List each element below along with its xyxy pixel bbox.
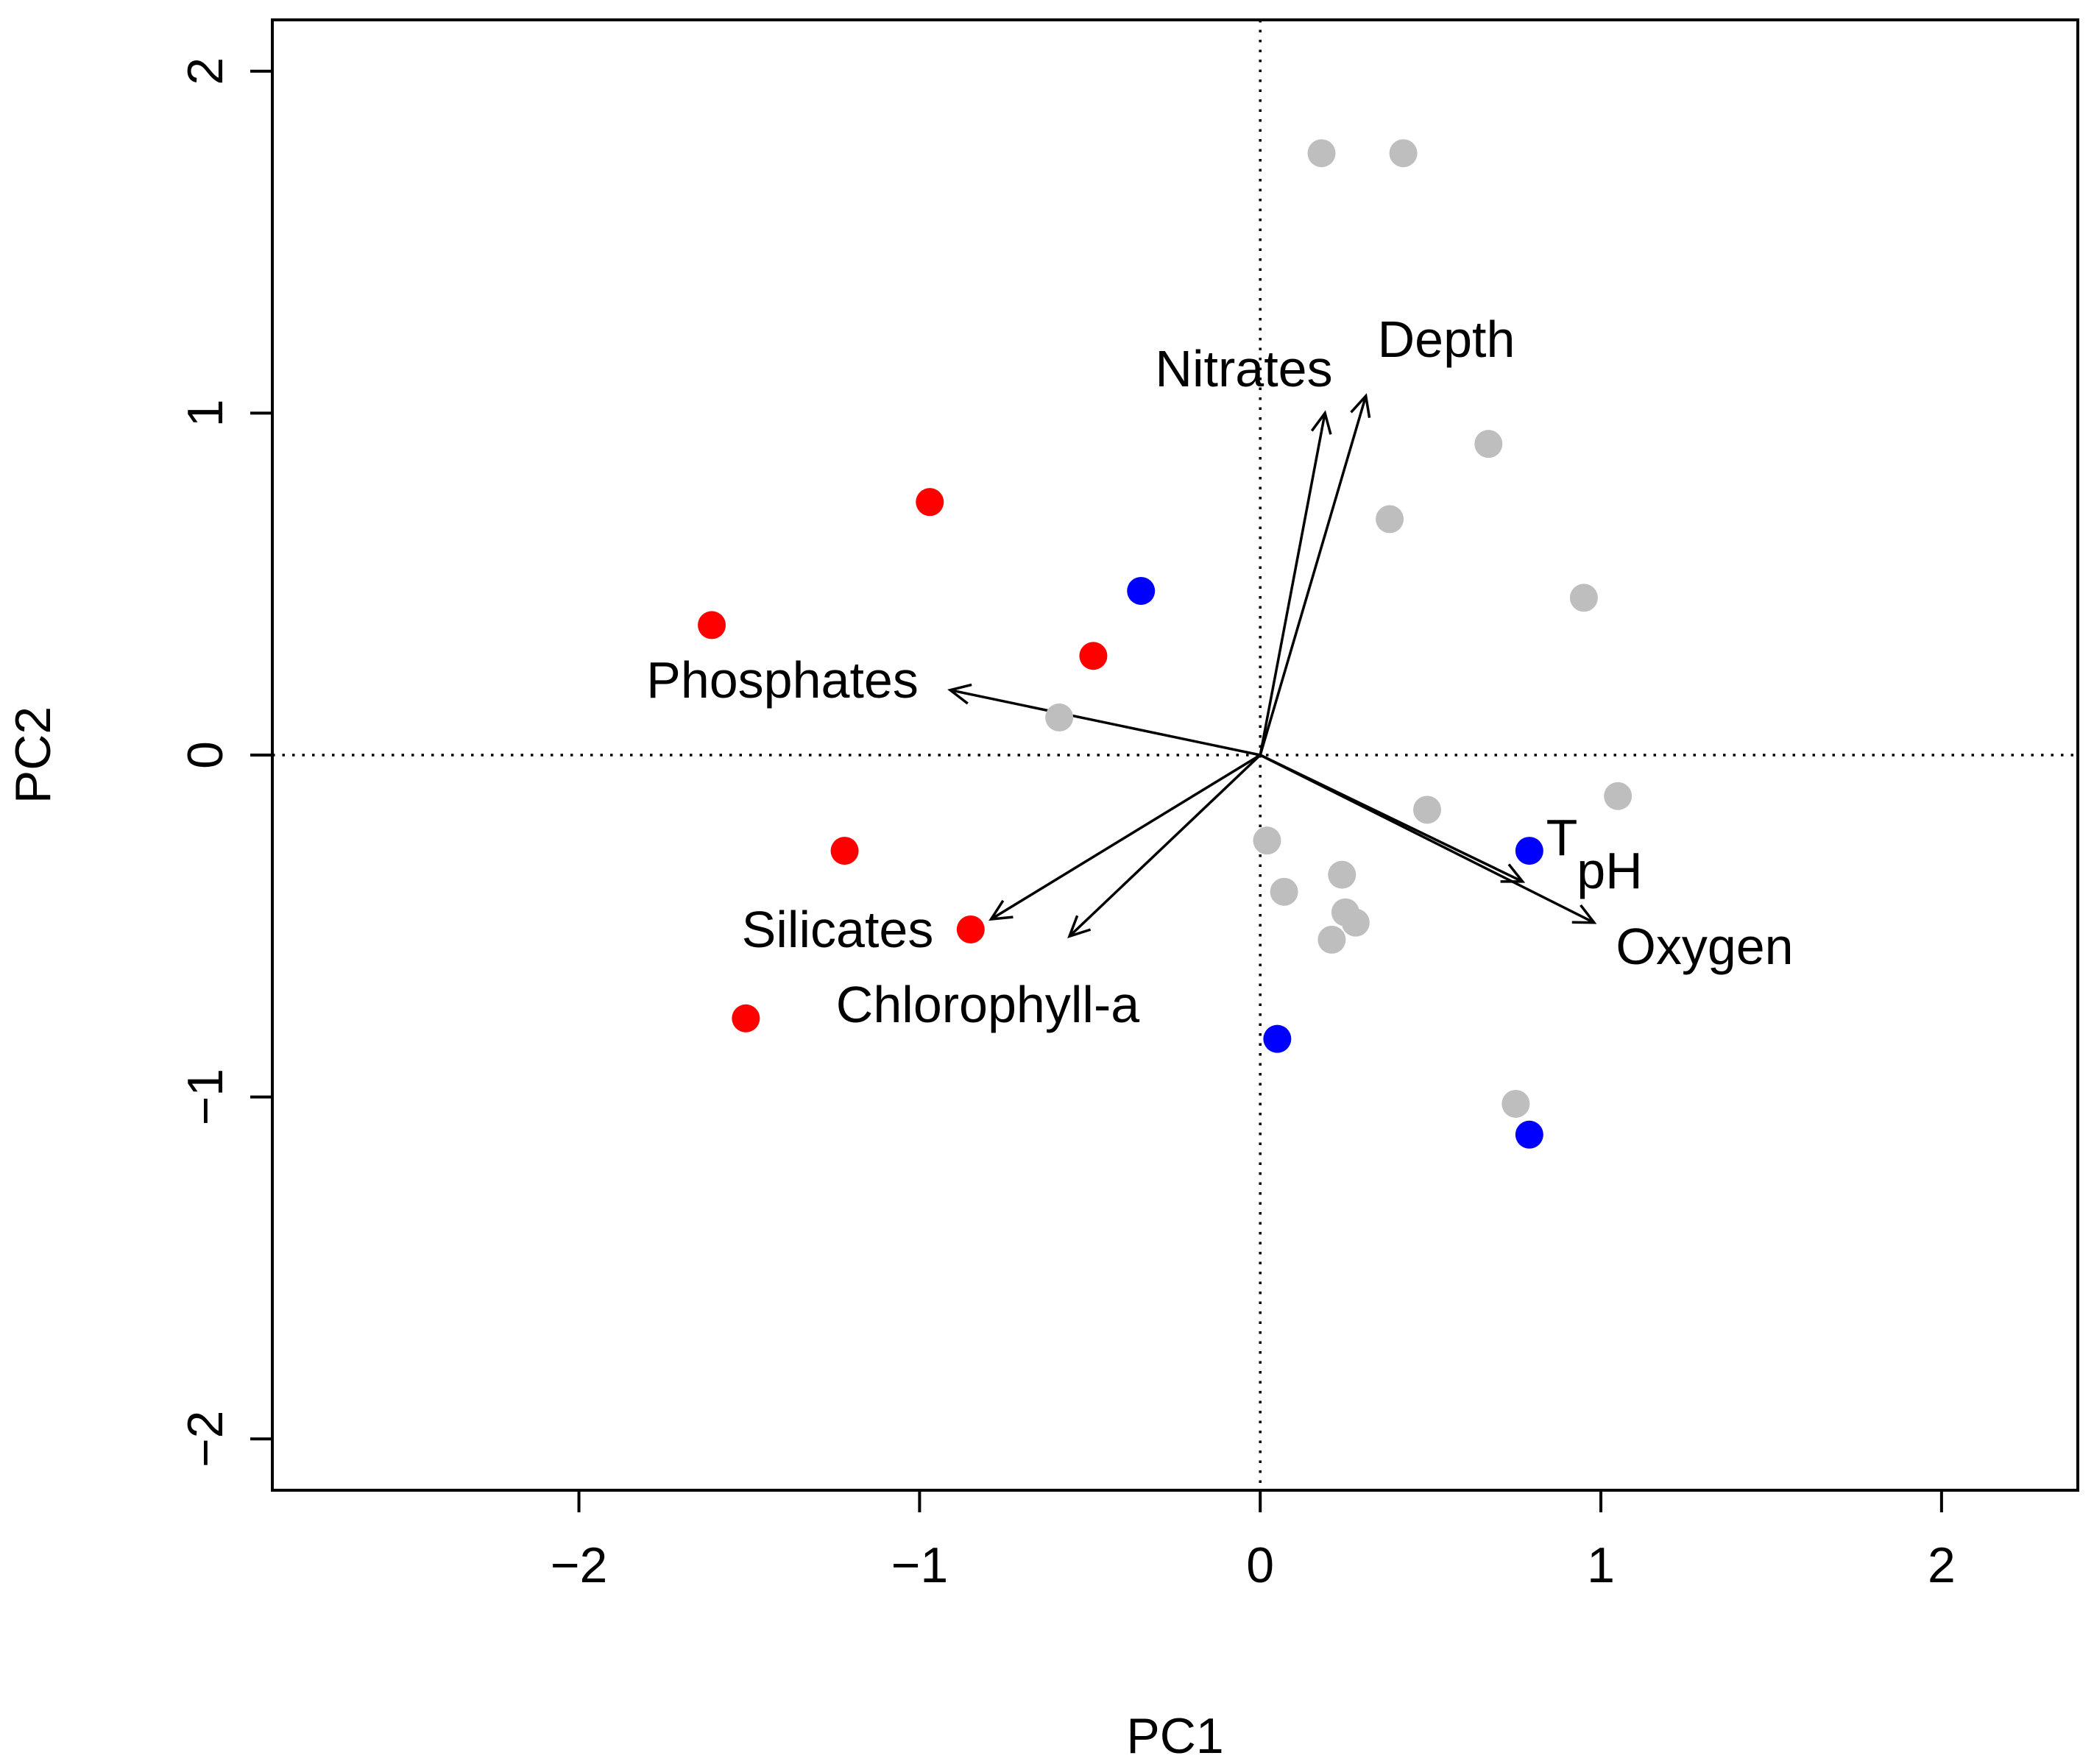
point-gray <box>1253 826 1281 855</box>
x-tick-label: 0 <box>1246 1537 1274 1593</box>
point-gray <box>1412 796 1441 824</box>
vector-arrow <box>1259 754 1597 924</box>
vector-label-t: T <box>1546 809 1578 866</box>
vector-arrow <box>1259 393 1371 756</box>
point-gray <box>1328 860 1356 889</box>
x-tick-label: −2 <box>551 1537 608 1593</box>
vector-label-ph: pH <box>1577 842 1642 899</box>
point-gray <box>1376 505 1404 534</box>
point-red <box>732 1004 760 1032</box>
y-tick-label: 2 <box>177 57 233 85</box>
point-red <box>698 611 726 640</box>
point-red <box>916 488 944 517</box>
y-tick-label: −2 <box>177 1411 233 1468</box>
x-tick-label: 1 <box>1587 1537 1615 1593</box>
x-tick-label: −1 <box>891 1537 949 1593</box>
vector-label-nitrates: Nitrates <box>1155 340 1332 397</box>
point-gray <box>1474 430 1503 458</box>
point-blue <box>1515 1120 1543 1149</box>
point-gray <box>1604 782 1633 810</box>
vector-label-oxygen: Oxygen <box>1616 918 1793 975</box>
vector-arrow <box>1259 410 1332 756</box>
y-tick-label: 1 <box>177 399 233 427</box>
y-tick-label: 0 <box>177 741 233 769</box>
point-red <box>830 837 859 865</box>
point-gray <box>1045 703 1074 732</box>
vector-arrow <box>988 754 1262 921</box>
point-gray <box>1317 925 1346 954</box>
point-blue <box>1515 837 1543 865</box>
axes: −2 −1 0 1 2 −2 −1 0 1 2 <box>177 57 1956 1593</box>
vector-label-depth: Depth <box>1378 311 1515 368</box>
vector-labels: Nitrates Depth Phosphates Silicates Chloroph… <box>646 311 1793 1033</box>
point-gray <box>1270 877 1298 906</box>
score-points <box>698 139 1633 1149</box>
vector-label-silicates: Silicates <box>742 901 934 958</box>
vector-label-chlorophyll-a: Chlorophyll-a <box>836 976 1139 1033</box>
point-gray <box>1341 908 1370 937</box>
point-red <box>956 915 985 943</box>
point-gray <box>1569 584 1598 612</box>
y-tick-label: −1 <box>177 1069 233 1126</box>
point-gray <box>1307 139 1336 168</box>
vector-label-phosphates: Phosphates <box>646 651 919 709</box>
point-gray <box>1501 1089 1530 1118</box>
point-blue <box>1263 1024 1292 1053</box>
point-red <box>1079 642 1108 670</box>
point-gray <box>1389 139 1418 168</box>
vector-arrow <box>1067 754 1262 939</box>
vector-arrow <box>947 683 1261 757</box>
x-tick-label: 2 <box>1928 1537 1956 1593</box>
y-axis-title: PC2 <box>5 706 61 804</box>
loading-vectors <box>947 393 1597 939</box>
x-axis-title: PC1 <box>1126 1708 1223 1764</box>
reference-lines <box>272 20 2078 1490</box>
point-blue <box>1127 576 1156 605</box>
